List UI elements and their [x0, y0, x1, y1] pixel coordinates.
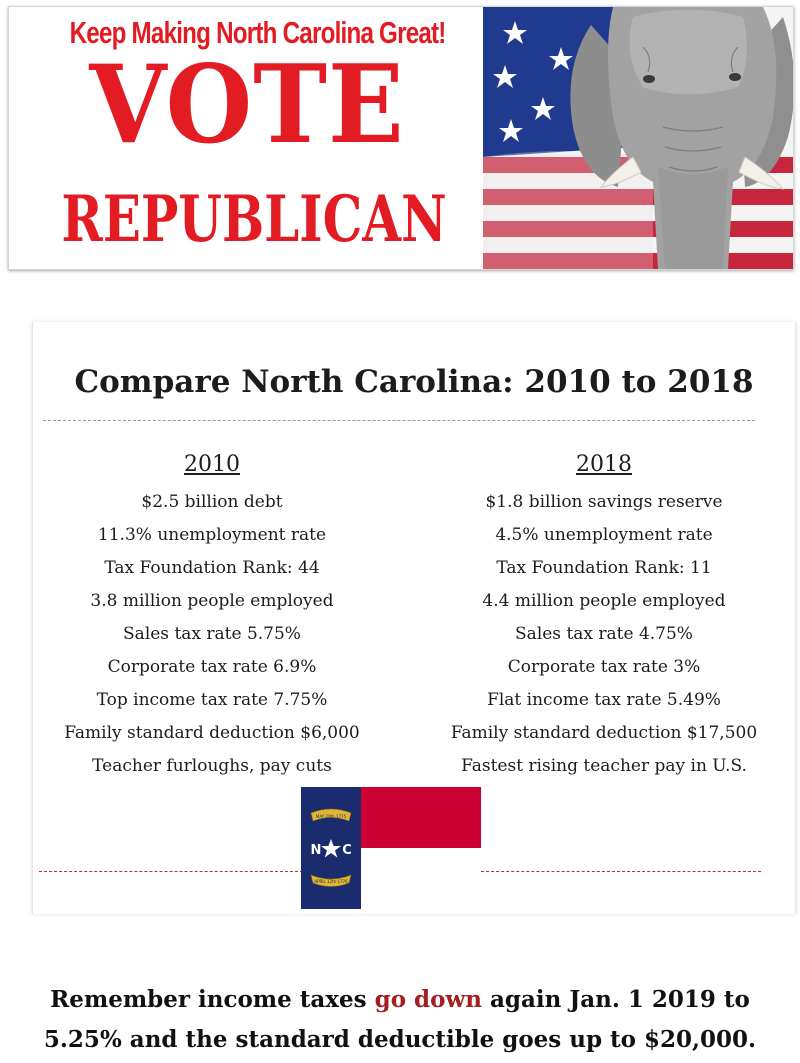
footer-highlight: go down	[374, 986, 482, 1013]
list-item: Corporate tax rate 3%	[507, 657, 701, 677]
list-item: Flat income tax rate 5.49%	[487, 690, 721, 710]
footer-note: Remember income taxes go down again Jan.…	[0, 980, 800, 1060]
footer-line-1: Remember income taxes go down again Jan.…	[0, 980, 800, 1020]
footer-line-2: 5.25% and the standard deductible goes u…	[43, 1026, 757, 1053]
flag-star-icon	[321, 839, 341, 858]
list-item: Tax Foundation Rank: 11	[496, 558, 712, 578]
flag-elephant-illustration	[483, 7, 793, 269]
flag-initial-c: C	[342, 843, 352, 858]
list-item: 11.3% unemployment rate	[97, 525, 327, 545]
flag-ribbon-bottom: APRIL 12th 1776	[314, 879, 348, 884]
flag-initial-n: N	[311, 843, 322, 858]
list-item: $2.5 billion debt	[141, 492, 283, 512]
bottom-divider-right	[481, 871, 761, 872]
north-carolina-flag: MAY 20th 1775 N C APRIL 12th 1776	[301, 787, 481, 909]
elephant-image	[570, 7, 793, 269]
column-heading-2018: 2018	[576, 452, 632, 477]
column-2010: 2010 $2.5 billion debt 11.3% unemploymen…	[41, 450, 383, 785]
footer-text-end: again Jan. 1 2019 to	[482, 986, 750, 1013]
list-item: $1.8 billion savings reserve	[485, 492, 723, 512]
list-item: 4.4 million people employed	[482, 591, 726, 611]
title-divider	[43, 420, 755, 421]
list-item: Family standard deduction $6,000	[64, 723, 360, 743]
flag-ribbon-top: MAY 20th 1775	[316, 814, 347, 819]
list-item: Teacher furloughs, pay cuts	[92, 756, 332, 776]
column-2018: 2018 $1.8 billion savings reserve 4.5% u…	[427, 450, 781, 785]
list-item: 4.5% unemployment rate	[495, 525, 713, 545]
list-item: Family standard deduction $17,500	[450, 723, 758, 743]
star-icon	[493, 21, 573, 142]
campaign-banner: Keep Making North Carolina Great! VOTE R…	[8, 6, 794, 270]
banner-vote-heading: VOTE	[89, 42, 405, 168]
bottom-divider-left	[39, 871, 303, 872]
column-heading-2010: 2010	[184, 452, 240, 477]
list-item: Corporate tax rate 6.9%	[107, 657, 317, 677]
banner-republican-heading: REPUBLICAN	[61, 182, 447, 257]
banner-slogan: Keep Making North Carolina Great!	[69, 15, 447, 50]
comparison-title: Compare North Carolina: 2010 to 2018	[74, 364, 754, 400]
list-item: Fastest rising teacher pay in U.S.	[461, 756, 747, 776]
banner-text-block: Keep Making North Carolina Great! VOTE R…	[9, 7, 485, 269]
list-item: Top income tax rate 7.75%	[96, 690, 328, 710]
list-item: Sales tax rate 5.75%	[123, 624, 301, 644]
list-item: Tax Foundation Rank: 44	[104, 558, 320, 578]
list-item: Sales tax rate 4.75%	[515, 624, 693, 644]
list-item: 3.8 million people employed	[90, 591, 334, 611]
footer-text-start: Remember income taxes	[50, 986, 375, 1013]
comparison-card: Compare North Carolina: 2010 to 2018 201…	[32, 322, 796, 914]
